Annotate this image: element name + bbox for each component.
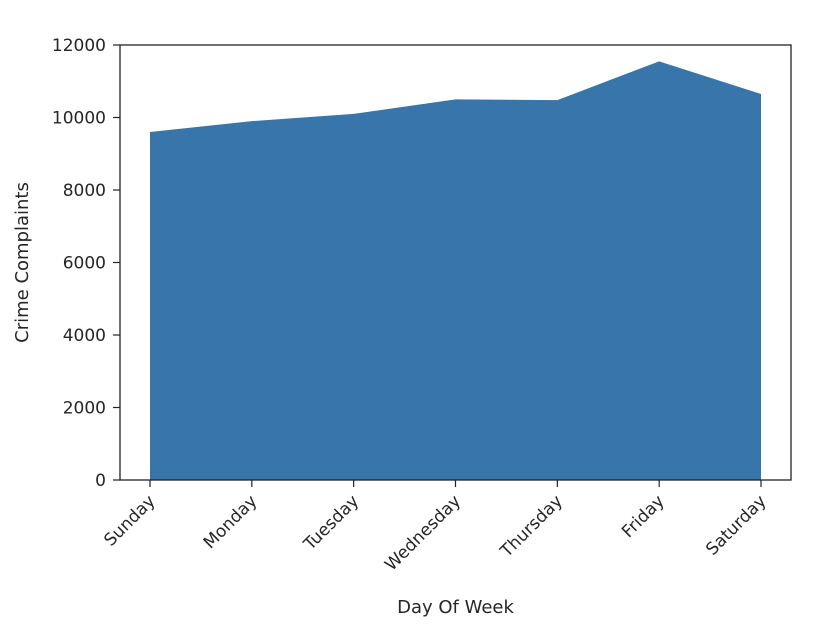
y-tick-label: 0 [95,471,106,491]
x-axis-ticks: Sunday Monday Tuesday Wednesday Thursday Frid… [100,480,771,575]
x-tick-label: Tuesday [299,491,363,555]
y-tick-label: 4000 [63,326,106,346]
y-axis-ticks: 0 2000 4000 6000 8000 10000 12000 [52,36,120,491]
y-tick-label: 6000 [63,254,106,274]
x-tick-label: Monday [200,491,262,553]
x-tick-label: Wednesday [381,491,465,575]
y-tick-label: 8000 [63,181,106,201]
x-tick-label: Sunday [100,491,159,550]
x-tick-label: Thursday [496,491,567,562]
y-axis-label: Crime Complaints [12,182,33,343]
x-tick-label: Friday [618,491,669,542]
y-tick-label: 12000 [52,36,106,56]
area-fill [150,61,761,480]
x-tick-label: Saturday [702,491,770,559]
y-tick-label: 2000 [63,399,106,419]
y-tick-label: 10000 [52,109,106,129]
plot-area [150,61,761,480]
x-axis-label: Day Of Week [397,597,514,618]
